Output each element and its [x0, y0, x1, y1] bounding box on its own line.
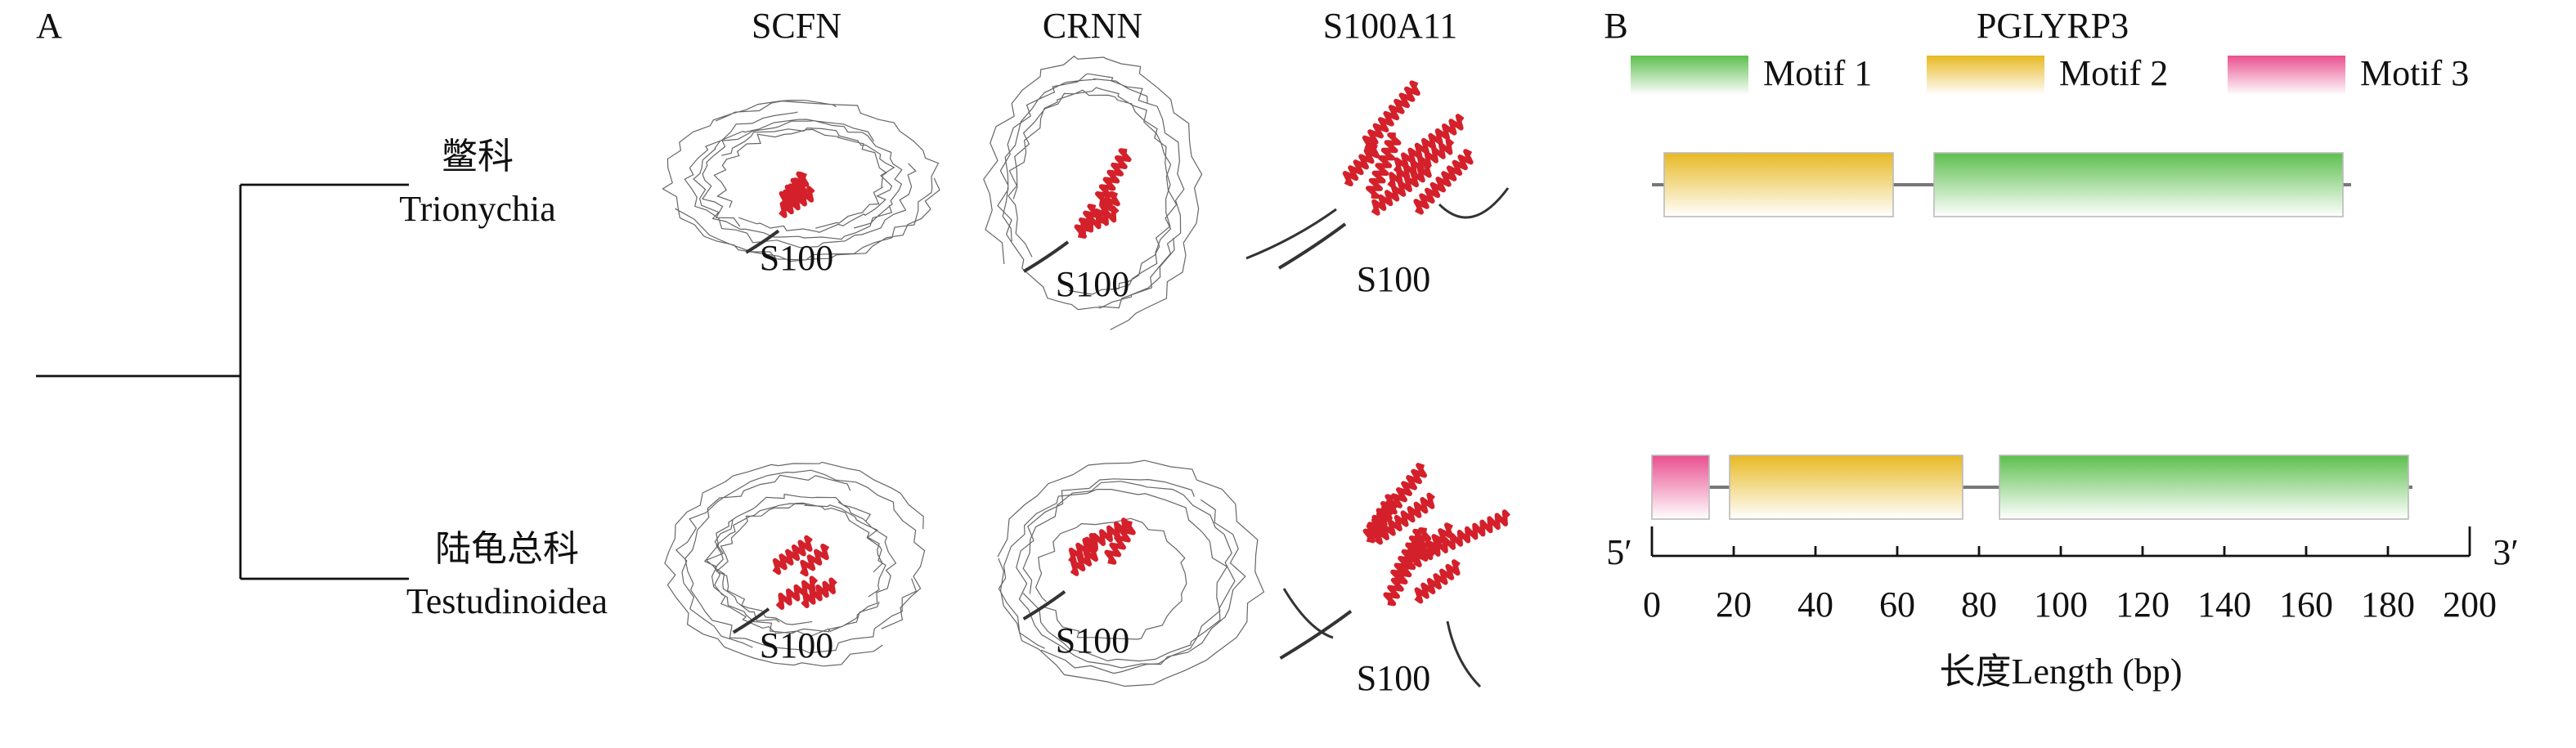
- motif-chart: Motif 1 Motif 2 Motif 3 0 20 40 60 80 100 120 140 1…: [1606, 53, 2519, 625]
- helix: [1387, 138, 1455, 189]
- end-label: 5′: [1606, 532, 1632, 572]
- coil: [983, 56, 1203, 330]
- column-header: CRNN: [1043, 6, 1142, 46]
- x-tick-label: 100: [2034, 585, 2088, 625]
- helix: [1362, 494, 1398, 544]
- helix: [772, 535, 813, 575]
- taxon-name-zh: 鳖科: [442, 137, 514, 177]
- helix: [1371, 161, 1433, 216]
- tail: [1245, 187, 1510, 260]
- helix: [1068, 533, 1098, 564]
- legend-swatch: [2228, 56, 2345, 95]
- column-header: SCFN: [752, 6, 841, 46]
- coil: [998, 489, 1228, 674]
- tail: [1279, 609, 1353, 660]
- motif-box: [1651, 455, 1710, 520]
- x-axis-label: 长度Length (bp): [1940, 652, 2183, 692]
- motif-box: [1729, 455, 1963, 520]
- helix: [1342, 142, 1380, 186]
- x-tick-label: 80: [1961, 585, 1997, 625]
- panel-label: A: [36, 6, 62, 46]
- helix: [1095, 148, 1132, 205]
- structure-label: S100: [1357, 658, 1430, 698]
- helix: [1366, 132, 1402, 199]
- panel-label: B: [1604, 6, 1627, 46]
- protein-structures: [662, 56, 1511, 688]
- x-tick-label: 200: [2443, 585, 2497, 625]
- phylogenetic-tree: [36, 183, 409, 580]
- helix: [786, 179, 808, 207]
- structure-label: S100: [1357, 259, 1430, 299]
- helix: [1104, 520, 1136, 565]
- tail: [1277, 222, 1347, 270]
- helix: [1390, 528, 1426, 584]
- tail: [1022, 240, 1070, 273]
- tail: [1282, 588, 1482, 688]
- tail: [732, 607, 770, 634]
- structure-label: S100: [1056, 620, 1129, 661]
- helix: [1362, 80, 1420, 151]
- chart-title: PGLYRP3: [1977, 6, 2129, 46]
- helix: [799, 544, 830, 577]
- x-tick-label: 0: [1643, 585, 1661, 625]
- x-tick-label: 20: [1716, 585, 1752, 625]
- taxon-name-latin: Testudinoidea: [406, 581, 608, 621]
- helix: [1374, 492, 1436, 545]
- helix: [1414, 559, 1461, 604]
- motif-box: [1663, 152, 1894, 217]
- coil: [997, 459, 1265, 688]
- legend-label: Motif 3: [2360, 53, 2469, 93]
- helix: [1413, 149, 1474, 215]
- legend-label: Motif 2: [2059, 53, 2168, 93]
- taxon-name-zh: 陆龟总科: [435, 529, 579, 569]
- x-tick-label: 180: [2361, 585, 2415, 625]
- taxon-name-latin: Trionychia: [399, 189, 556, 229]
- coil: [664, 461, 926, 667]
- end-label: 3′: [2493, 532, 2519, 572]
- x-tick-label: 60: [1879, 585, 1915, 625]
- x-tick-label: 40: [1797, 585, 1833, 625]
- tail: [745, 229, 780, 254]
- legend-swatch: [1631, 56, 1748, 95]
- coil: [662, 99, 940, 262]
- helix: [1070, 545, 1099, 576]
- tail: [1022, 589, 1066, 620]
- helix: [775, 576, 819, 610]
- motif-box: [1999, 455, 2409, 520]
- structure-label: S100: [1056, 264, 1129, 304]
- helix: [1077, 205, 1120, 236]
- motif-box: [1933, 152, 2344, 217]
- legend-label: Motif 1: [1763, 53, 1872, 93]
- x-tick-label: 140: [2197, 585, 2251, 625]
- x-tick-label: 120: [2116, 585, 2170, 625]
- structure-label: S100: [760, 238, 833, 278]
- helix: [1425, 509, 1511, 561]
- x-tick-label: 160: [2279, 585, 2333, 625]
- helix: [1412, 522, 1454, 567]
- column-header: S100A11: [1323, 6, 1458, 46]
- helix: [1393, 114, 1465, 174]
- structure-label: S100: [760, 625, 833, 665]
- legend-swatch: [1927, 56, 2044, 95]
